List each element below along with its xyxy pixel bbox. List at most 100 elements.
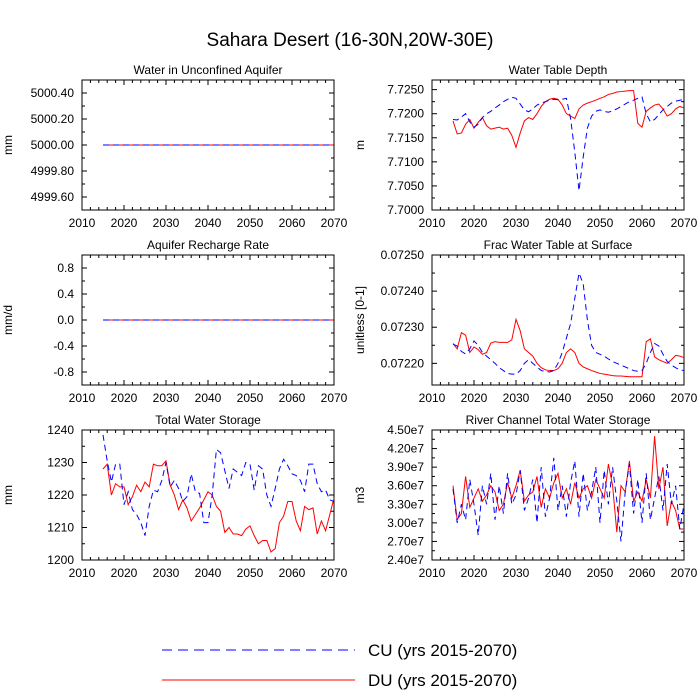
x-tick-label: 2020 xyxy=(111,391,138,405)
panel-total-water-storage: Total Water Storage mm 2010 2020 2030 2040 205… xyxy=(1,413,348,580)
x-tick-label: 2030 xyxy=(503,566,530,580)
x-tick-label: 2020 xyxy=(461,566,488,580)
water-table-depth-ylabel: m xyxy=(353,140,367,150)
water-table-depth-yaxis: 7.7000 7.7050 7.7100 7.7150 7.7200 7.7250 xyxy=(387,83,684,217)
river-channel-total-water-storage-series-du xyxy=(452,436,684,533)
panel-water-in-unconfined-aquifer: Water in Unconfined Aquifer mm 2010 2020 203… xyxy=(1,63,348,230)
water-in-unconfined-aquifer-title: Water in Unconfined Aquifer xyxy=(134,63,283,77)
y-tick-label: 0.07250 xyxy=(381,248,425,262)
frac-water-table-at-surface-yaxis: 0.07220 0.07230 0.07240 0.07250 xyxy=(381,248,684,370)
river-channel-total-water-storage-yaxis: 2.40e7 2.70e7 3.00e7 3.30e7 3.60e7 3.90e7 4.20… xyxy=(387,423,684,567)
x-tick-label: 2070 xyxy=(671,391,698,405)
x-tick-label: 2060 xyxy=(279,566,306,580)
y-tick-label: 0.4 xyxy=(57,287,74,301)
water-in-unconfined-aquifer-xaxis: 2010 2020 2030 2040 2050 2060 2070 xyxy=(69,80,348,230)
x-tick-label: 2050 xyxy=(237,391,264,405)
x-tick-label: 2020 xyxy=(111,216,138,230)
y-tick-label: 3.30e7 xyxy=(387,497,424,511)
x-tick-label: 2040 xyxy=(195,391,222,405)
x-tick-label: 2070 xyxy=(671,216,698,230)
x-tick-label: 2030 xyxy=(153,391,180,405)
frac-water-table-at-surface-xaxis: 2010 2020 2030 2040 2050 2060 2070 xyxy=(419,255,698,405)
y-tick-label: 2.70e7 xyxy=(387,534,424,548)
water-in-unconfined-aquifer-ylabel: mm xyxy=(1,135,15,155)
total-water-storage-title: Total Water Storage xyxy=(155,413,261,427)
y-tick-label: 1200 xyxy=(47,553,74,567)
water-table-depth-title: Water Table Depth xyxy=(509,63,608,77)
total-water-storage-series-cu xyxy=(102,434,335,536)
y-tick-label: -0.8 xyxy=(53,365,74,379)
y-tick-label: 4.50e7 xyxy=(387,423,424,437)
y-tick-label: -0.4 xyxy=(53,339,74,353)
x-tick-label: 2070 xyxy=(671,566,698,580)
y-tick-label: 3.60e7 xyxy=(387,479,424,493)
y-tick-label: 5000.00 xyxy=(31,138,75,152)
x-tick-label: 2060 xyxy=(279,216,306,230)
x-tick-label: 2070 xyxy=(321,566,348,580)
frac-water-table-at-surface-frame xyxy=(431,254,685,386)
y-tick-label: 1230 xyxy=(47,456,74,470)
x-tick-label: 2070 xyxy=(321,216,348,230)
y-tick-label: 4.20e7 xyxy=(387,442,424,456)
x-tick-label: 2010 xyxy=(419,391,446,405)
river-channel-total-water-storage-title: River Channel Total Water Storage xyxy=(466,413,651,427)
river-channel-total-water-storage-ylabel: m3 xyxy=(353,486,367,503)
water-table-depth-xaxis: 2010 2020 2030 2040 2050 2060 2070 xyxy=(419,80,698,230)
x-tick-label: 2020 xyxy=(461,391,488,405)
y-tick-label: 7.7150 xyxy=(387,131,424,145)
y-tick-label: 0.0 xyxy=(57,313,74,327)
aquifer-recharge-rate-yaxis: -0.8 -0.4 0.0 0.4 0.8 xyxy=(53,261,334,379)
y-tick-label: 0.07220 xyxy=(381,356,425,370)
x-tick-label: 2010 xyxy=(419,566,446,580)
frac-water-table-at-surface-series-du xyxy=(452,317,685,378)
x-tick-label: 2050 xyxy=(237,216,264,230)
y-tick-label: 4999.60 xyxy=(31,190,75,204)
y-tick-label: 7.7000 xyxy=(387,203,424,217)
frac-water-table-at-surface-ylabel: unitless [0-1] xyxy=(353,286,367,354)
y-tick-label: 0.07230 xyxy=(381,320,425,334)
river-channel-total-water-storage-series-cu xyxy=(452,457,685,542)
x-tick-label: 2040 xyxy=(545,216,572,230)
aquifer-recharge-rate-xaxis: 2010 2020 2030 2040 2050 2060 2070 xyxy=(69,255,348,405)
total-water-storage-xaxis: 2010 2020 2030 2040 2050 2060 2070 xyxy=(69,430,348,580)
total-water-storage-ylabel: mm xyxy=(1,485,15,505)
x-tick-label: 2050 xyxy=(237,566,264,580)
river-channel-total-water-storage-frame xyxy=(431,429,685,561)
aquifer-recharge-rate-ylabel: mm/d xyxy=(1,305,15,335)
x-tick-label: 2040 xyxy=(195,216,222,230)
y-tick-label: 3.90e7 xyxy=(387,460,424,474)
y-tick-label: 1210 xyxy=(47,521,74,535)
x-tick-label: 2020 xyxy=(111,566,138,580)
y-tick-label: 7.7250 xyxy=(387,83,424,97)
x-tick-label: 2040 xyxy=(195,566,222,580)
frac-water-table-at-surface-title: Frac Water Table at Surface xyxy=(484,238,633,252)
y-tick-label: 5000.20 xyxy=(31,112,75,126)
y-tick-label: 0.07240 xyxy=(381,284,425,298)
panel-frac-water-table-at-surface: Frac Water Table at Surface unitless [0-1… xyxy=(353,238,698,405)
y-tick-label: 2.40e7 xyxy=(387,553,424,567)
y-tick-label: 4999.80 xyxy=(31,164,75,178)
river-channel-total-water-storage-xaxis: 2010 2020 2030 2040 2050 2060 2070 xyxy=(419,430,698,580)
x-tick-label: 2030 xyxy=(153,566,180,580)
x-tick-label: 2040 xyxy=(545,566,572,580)
x-tick-label: 2060 xyxy=(629,566,656,580)
water-table-depth-series-du xyxy=(452,90,685,150)
x-tick-label: 2050 xyxy=(587,566,614,580)
y-tick-label: 7.7200 xyxy=(387,107,424,121)
y-tick-label: 7.7050 xyxy=(387,179,424,193)
x-tick-label: 2060 xyxy=(279,391,306,405)
x-tick-label: 2050 xyxy=(587,216,614,230)
x-tick-label: 2060 xyxy=(629,391,656,405)
frac-water-table-at-surface-series-cu xyxy=(452,271,685,375)
x-tick-label: 2060 xyxy=(629,216,656,230)
water-in-unconfined-aquifer-yaxis: 4999.60 4999.80 5000.00 5000.20 5000.40 xyxy=(31,86,334,204)
x-tick-label: 2070 xyxy=(321,391,348,405)
figure-title: Sahara Desert (16-30N,20W-30E) xyxy=(206,30,494,51)
x-tick-label: 2010 xyxy=(69,566,96,580)
x-tick-label: 2030 xyxy=(503,391,530,405)
panel-aquifer-recharge-rate: Aquifer Recharge Rate mm/d 2010 2020 2030 204… xyxy=(1,238,348,405)
x-tick-label: 2030 xyxy=(153,216,180,230)
